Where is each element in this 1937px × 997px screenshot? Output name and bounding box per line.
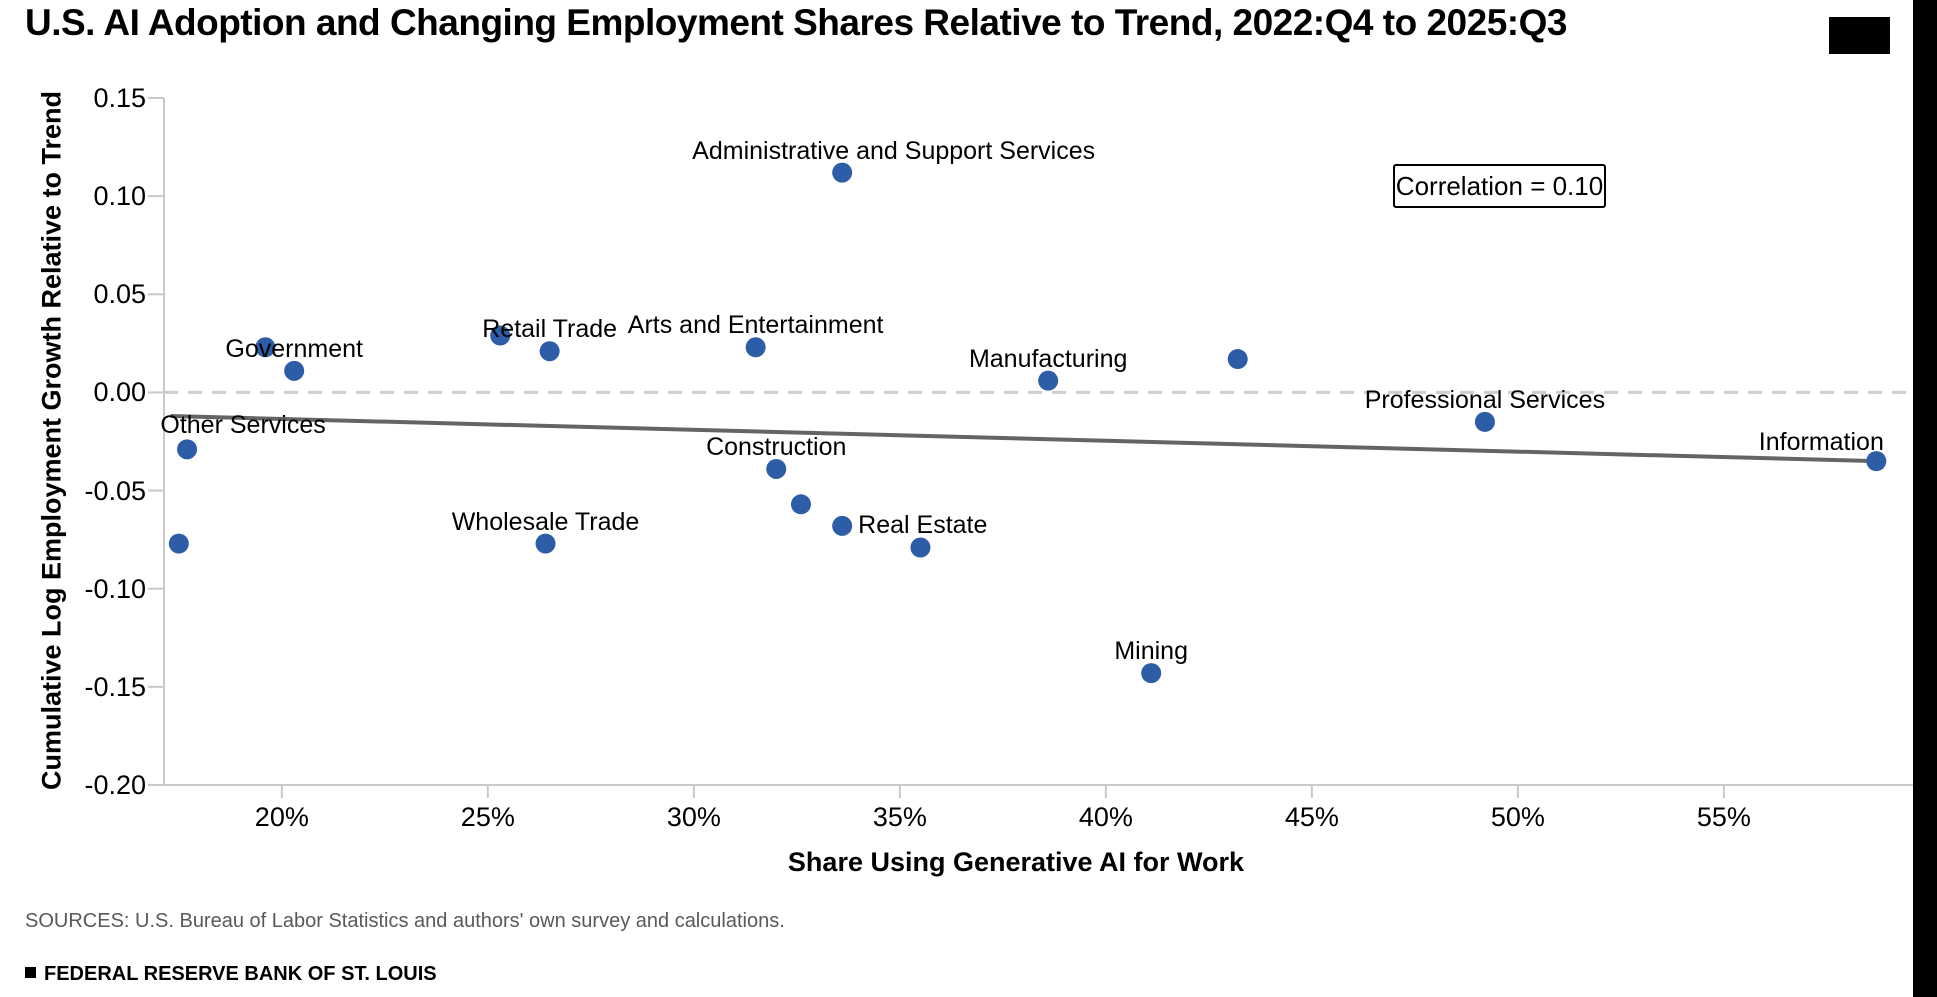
- top-right-black-box: [1829, 17, 1890, 54]
- point-label-mining: Mining: [1114, 637, 1188, 666]
- y-tick-label-0.15: 0.15: [93, 83, 146, 113]
- right-edge-black-bar: [1913, 0, 1937, 997]
- point-label-manufacturing: Manufacturing: [968, 344, 1128, 373]
- x-tick-label-40%: 40%: [1078, 802, 1133, 832]
- point-label-government: Government: [225, 334, 363, 363]
- data-point-unlabeled-4: [490, 325, 511, 346]
- x-tick-label-35%: 35%: [872, 802, 927, 832]
- point-label-professional-services: Professional Services: [1364, 385, 1606, 414]
- point-label-arts-and-entertainment: Arts and Entertainment: [627, 311, 884, 340]
- y-tick-label-0.05: 0.05: [93, 279, 146, 310]
- x-tick-label-45%: 45%: [1284, 802, 1339, 832]
- point-label-other-services: Other Services: [160, 411, 326, 440]
- x-tick-label-55%: 55%: [1696, 802, 1751, 832]
- data-point-other-services: [177, 439, 198, 460]
- y-axis-title: Cumulative Log Employment Growth Relativ…: [36, 90, 67, 791]
- point-label-construction: Construction: [706, 432, 847, 461]
- brand-square-icon: [25, 967, 36, 978]
- data-point-professional-services: [1474, 411, 1495, 432]
- point-label-retail-trade: Retail Trade: [482, 315, 618, 344]
- data-point-information: [1866, 451, 1887, 472]
- trend-line: [170, 413, 1877, 464]
- sources-note: SOURCES: U.S. Bureau of Labor Statistics…: [25, 910, 785, 932]
- x-tick-label-20%: 20%: [254, 802, 309, 832]
- data-point-government: [284, 360, 305, 381]
- x-tick-label-30%: 30%: [666, 802, 721, 832]
- x-axis-title: Share Using Generative AI for Work: [787, 847, 1245, 877]
- data-point-unlabeled-10: [790, 494, 811, 515]
- chart-title: U.S. AI Adoption and Changing Employment…: [25, 2, 1567, 43]
- point-label-administrative-and-support-services: Administrative and Support Services: [692, 136, 1096, 165]
- x-tick-label-25%: 25%: [460, 802, 515, 832]
- y-tick-label--0.15: -0.15: [84, 671, 146, 702]
- brand-text: FEDERAL RESERVE BANK OF ST. LOUIS: [44, 963, 437, 985]
- data-point-unlabeled-12: [910, 537, 931, 558]
- data-point-administrative-and-support-services: [832, 162, 853, 183]
- y-tick-label--0.05: -0.05: [84, 475, 146, 506]
- y-tick-label--0.10: -0.10: [84, 573, 146, 604]
- data-point-arts-and-entertainment: [745, 337, 766, 358]
- point-label-real-estate: Real Estate: [858, 510, 988, 539]
- data-point-construction: [766, 458, 787, 479]
- data-point-mining: [1141, 663, 1162, 684]
- point-label-information: Information: [1758, 428, 1884, 457]
- point-label-wholesale-trade: Wholesale Trade: [451, 507, 640, 536]
- data-point-unlabeled-2: [255, 337, 276, 358]
- data-point-unlabeled-14: [1227, 349, 1248, 370]
- data-point-unlabeled-1: [168, 533, 189, 554]
- data-point-retail-trade: [539, 341, 560, 362]
- x-tick-label-50%: 50%: [1490, 802, 1545, 832]
- y-tick-label--0.20: -0.20: [84, 770, 146, 800]
- data-point-manufacturing: [1038, 370, 1059, 391]
- data-point-wholesale-trade: [535, 533, 556, 554]
- data-point-real-estate: [832, 515, 853, 536]
- correlation-annotation: Correlation = 0.10: [1393, 164, 1606, 208]
- y-tick-label-0.00: 0.00: [93, 377, 146, 408]
- brand-line: FEDERAL RESERVE BANK OF ST. LOUIS: [25, 963, 437, 986]
- y-tick-label-0.10: 0.10: [93, 181, 146, 212]
